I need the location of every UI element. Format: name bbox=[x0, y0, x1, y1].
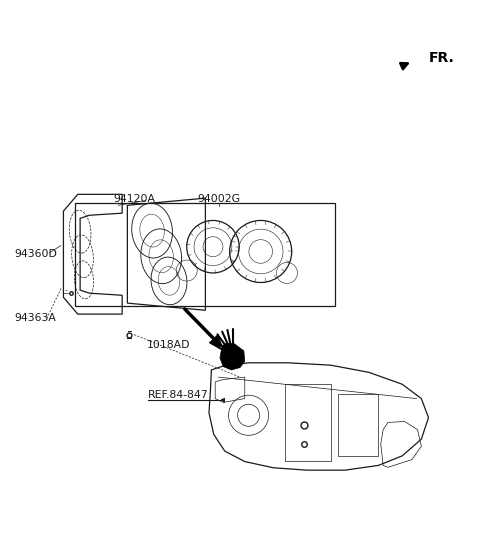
Text: 94120A: 94120A bbox=[114, 194, 156, 204]
Bar bbox=[285, 384, 331, 461]
Polygon shape bbox=[220, 344, 245, 370]
Bar bbox=[338, 394, 378, 456]
Bar bbox=[75, 203, 336, 306]
Text: REF.84-847: REF.84-847 bbox=[148, 390, 209, 400]
Text: 94002G: 94002G bbox=[197, 194, 240, 204]
Text: 94363A: 94363A bbox=[14, 313, 56, 323]
Text: FR.: FR. bbox=[429, 51, 454, 65]
Text: 1018AD: 1018AD bbox=[147, 340, 191, 350]
Text: 94360D: 94360D bbox=[14, 249, 57, 260]
